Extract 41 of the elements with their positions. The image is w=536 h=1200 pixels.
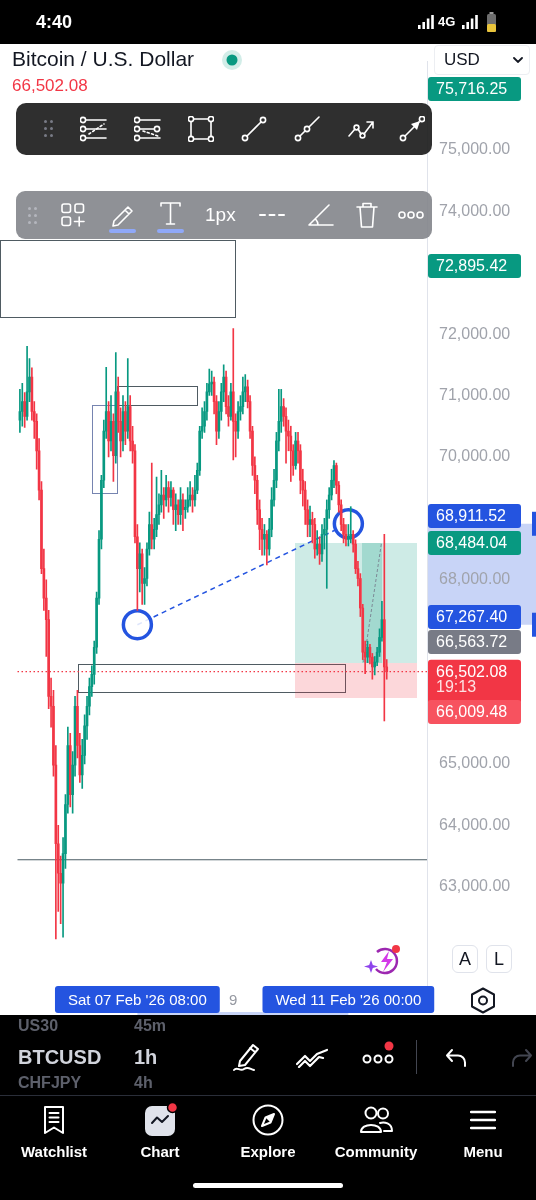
text: 68,911.52 xyxy=(428,504,521,528)
text: 1h xyxy=(134,1046,158,1069)
text: 67,267.40 xyxy=(428,605,521,629)
text: Community xyxy=(334,1143,418,1161)
text: Menu xyxy=(463,1143,503,1161)
text: 66,502.08 xyxy=(12,76,88,96)
text: 66,009.48 xyxy=(428,700,521,724)
chart-title: Bitcoin / U.S. Dollar xyxy=(12,47,195,72)
y-tick-label: 70,000.00 xyxy=(439,447,511,465)
text: 72,895.42 xyxy=(428,254,521,278)
y-tick-label: 72,000.00 xyxy=(439,324,511,342)
text: 4:40 xyxy=(36,12,73,33)
text: 68,484.04 xyxy=(428,531,521,555)
x-tick-label: Wed 11 Feb '26 00:00 xyxy=(275,991,422,1009)
y-tick-label: 63,000.00 xyxy=(439,877,511,895)
toolbar: 1px xyxy=(16,191,432,239)
y-tick-label: 65,000.00 xyxy=(439,754,511,772)
text: BTCUSD xyxy=(18,1046,102,1069)
text: A xyxy=(452,945,478,973)
text: 66,563.72 xyxy=(428,630,521,654)
text: 75,716.25 xyxy=(428,77,521,101)
y-tick-label: 74,000.00 xyxy=(439,201,511,219)
text: CHFJPY xyxy=(18,1074,82,1093)
y-tick-label: 71,000.00 xyxy=(439,385,511,403)
text: L xyxy=(486,945,512,973)
y-tick-label: 68,000.00 xyxy=(439,570,511,588)
text: USD xyxy=(444,50,480,70)
text: Chart xyxy=(140,1143,180,1161)
x-tick-label: 9 xyxy=(229,991,238,1009)
text: US30 xyxy=(18,1017,59,1036)
text: 45m xyxy=(134,1017,167,1036)
text: Watchlist xyxy=(20,1143,88,1161)
text: 19:13 xyxy=(436,678,477,697)
text: 4G xyxy=(438,14,456,30)
text: Explore xyxy=(240,1143,296,1161)
y-tick-label: 75,000.00 xyxy=(439,140,511,158)
x-tick-label: Sat 07 Feb '26 08:00 xyxy=(67,991,207,1009)
text: 4h xyxy=(134,1074,153,1093)
annotation: 1px xyxy=(205,204,236,226)
ref-line-label: 66,502.08 xyxy=(436,662,508,680)
y-tick-label: 64,000.00 xyxy=(439,815,511,833)
